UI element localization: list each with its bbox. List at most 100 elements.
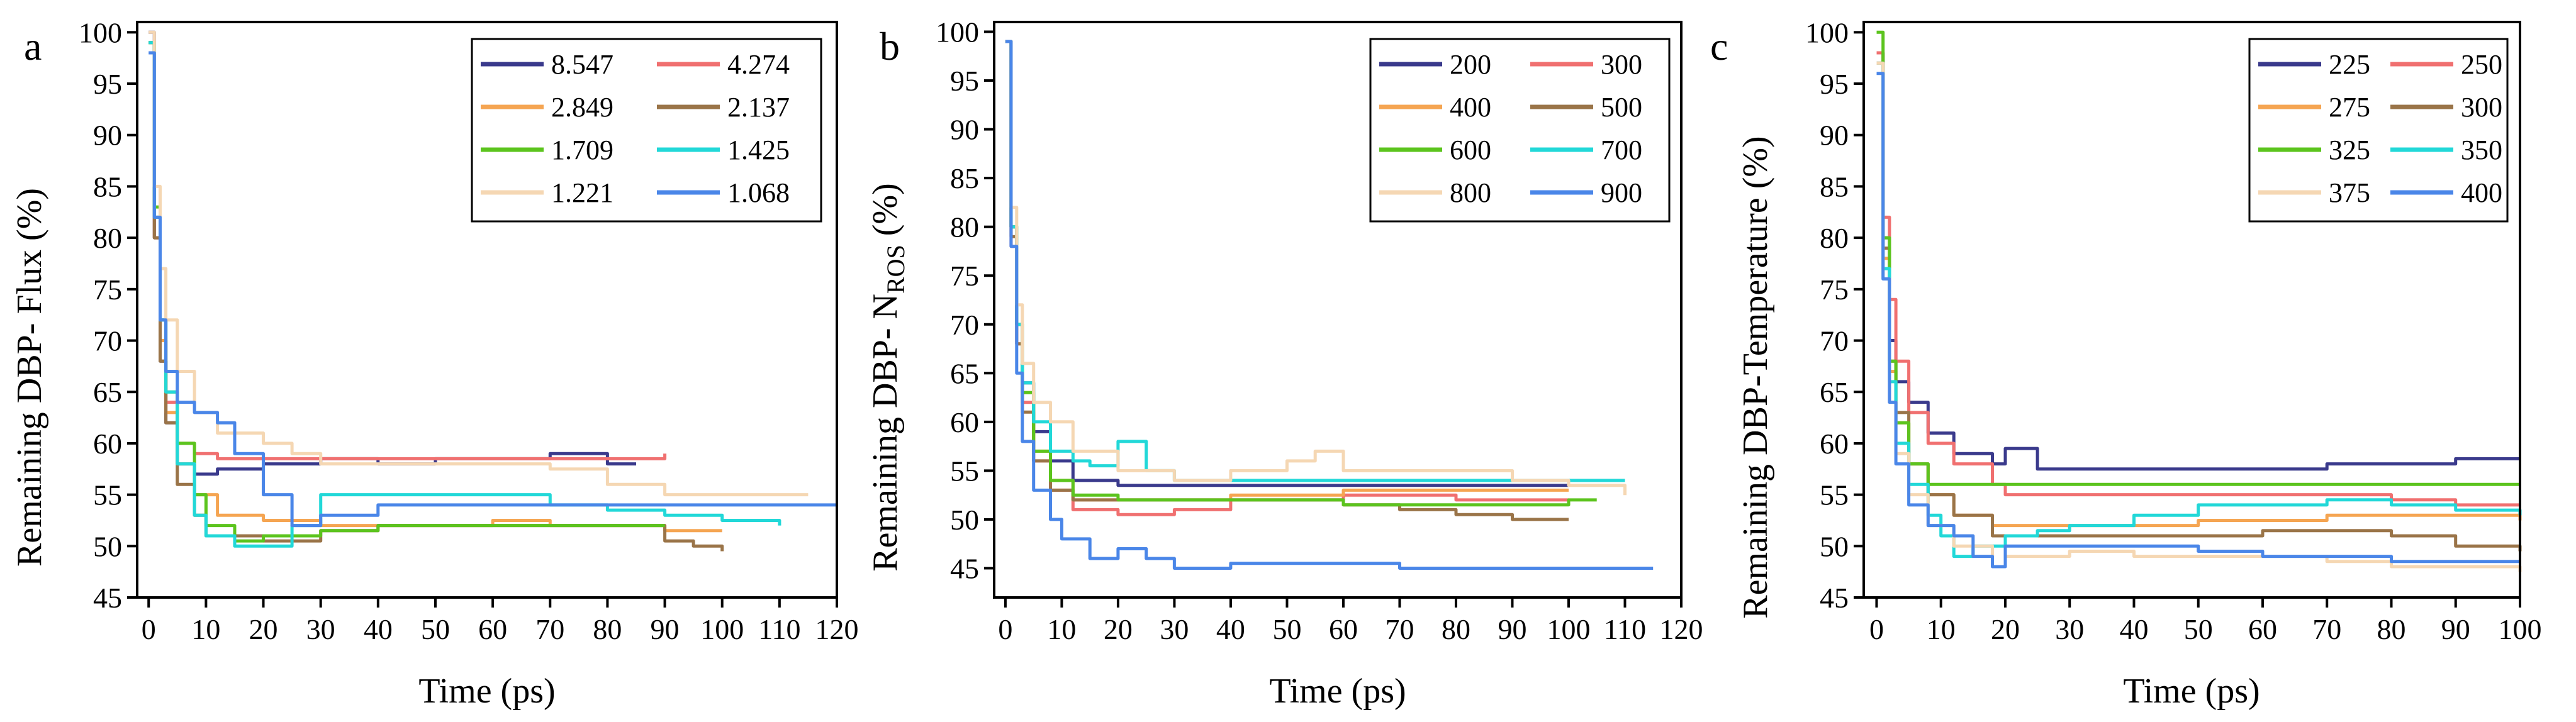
x-tick-label: 80 — [2377, 613, 2405, 645]
legend-label-275: 275 — [2329, 92, 2370, 123]
y-tick-label: 95 — [1820, 68, 1849, 100]
legend-label-4.274: 4.274 — [727, 49, 790, 80]
x-tick-label: 20 — [1104, 613, 1133, 645]
legend-label-325: 325 — [2329, 135, 2370, 165]
x-tick-label: 40 — [2119, 613, 2148, 645]
x-tick-label: 10 — [191, 613, 220, 645]
plot-frame — [1862, 21, 2521, 599]
x-tick-label: 100 — [700, 613, 744, 645]
legend-label-300: 300 — [1601, 49, 1642, 80]
x-tick-label: 60 — [2248, 613, 2277, 645]
legend-label-400: 400 — [1450, 92, 1491, 123]
x-tick-label: 20 — [1991, 613, 2020, 645]
y-tick-label: 50 — [93, 530, 122, 562]
x-tick-label: 110 — [1604, 613, 1646, 645]
y-tick-label: 70 — [950, 309, 979, 341]
x-tick-label: 90 — [651, 613, 680, 645]
plot-frame — [136, 21, 838, 599]
y-tick-label: 65 — [1820, 376, 1849, 408]
series-line-1.068 — [148, 51, 837, 528]
y-tick-label: 45 — [1820, 582, 1849, 614]
x-tick-label: 100 — [1547, 613, 1590, 645]
legend-label-225: 225 — [2329, 49, 2370, 80]
y-tick-label: 50 — [950, 504, 979, 536]
legend-label-900: 900 — [1601, 177, 1642, 208]
y-tick-label: 75 — [1820, 274, 1849, 306]
y-tick-label: 70 — [1820, 325, 1849, 357]
x-tick-label: 10 — [1927, 613, 1956, 645]
x-axis-title-a: Time (ps) — [418, 672, 555, 711]
y-tick-label: 85 — [1820, 170, 1849, 203]
legend-label-2.849: 2.849 — [551, 92, 613, 123]
y-tick-label: 95 — [950, 65, 979, 97]
chart-panel-b: b Remaining DBP- NROS (%) Time (ps) 0 10 2… — [866, 16, 1703, 711]
x-tick-label: 40 — [364, 613, 393, 645]
x-tick-label: 0 — [1869, 613, 1884, 645]
y-tick-label: 80 — [950, 211, 979, 243]
y-axis-title-c: Remaining DBP-Temperature (%) — [1736, 136, 1775, 618]
series-line-900 — [1005, 40, 1654, 570]
series-line-800 — [1005, 40, 1627, 496]
legend-label-400: 400 — [2461, 177, 2502, 208]
x-tick-label: 80 — [1442, 613, 1470, 645]
y-axis-title-b: Remaining DBP- NROS (%) — [866, 183, 910, 572]
x-tick-label: 60 — [478, 613, 507, 645]
y-tick-label: 65 — [950, 357, 979, 389]
legend-label-8.547: 8.547 — [551, 49, 613, 80]
x-tick-label: 40 — [1216, 613, 1245, 645]
x-tick-label: 120 — [815, 613, 859, 645]
legend-label-250: 250 — [2461, 49, 2502, 80]
y-tick-label: 75 — [93, 274, 122, 306]
x-tick-label: 60 — [1329, 613, 1358, 645]
x-tick-label: 50 — [2184, 613, 2213, 645]
y-tick-label: 60 — [93, 428, 122, 460]
y-tick-label: 85 — [950, 162, 979, 194]
legend-label-375: 375 — [2329, 177, 2370, 208]
legend: 8.547 4.274 2.849 2.137 1.709 1.425 1.221 1.068 — [471, 38, 822, 223]
y-tick-label: 100 — [79, 16, 122, 48]
y-tick-label: 90 — [950, 114, 979, 146]
y-tick-label: 90 — [93, 119, 122, 152]
y-tick-label: 50 — [1820, 530, 1849, 562]
x-axis-title-b: Time (ps) — [1269, 672, 1406, 711]
y-tick-label: 45 — [950, 552, 979, 584]
plot-frame — [993, 21, 1683, 599]
panel-label-a: a — [24, 24, 42, 69]
y-axis-title-a: Remaining DBP- Flux (%) — [10, 188, 49, 567]
x-tick-label: 70 — [535, 613, 564, 645]
legend: 225 250 275 300 325 350 375 400 — [2248, 38, 2509, 223]
y-tick-label: 80 — [93, 222, 122, 254]
legend-label-1.425: 1.425 — [727, 135, 790, 165]
x-tick-label: 50 — [421, 613, 450, 645]
y-tick-label: 95 — [93, 68, 122, 100]
x-tick-label: 10 — [1047, 613, 1076, 645]
panel-label-b: b — [880, 24, 900, 69]
chart-panel-a: a Remaining DBP- Flux (%) Time (ps) 0 10 2… — [10, 16, 859, 711]
y-tick-label: 80 — [1820, 222, 1849, 254]
x-tick-label: 0 — [998, 613, 1012, 645]
y-tick-label: 55 — [93, 479, 122, 511]
chart-panel-c: c Remaining DBP-Temperature (%) Time (ps… — [1710, 16, 2542, 711]
x-tick-label: 30 — [306, 613, 335, 645]
legend-label-1.068: 1.068 — [727, 177, 790, 208]
y-tick-label: 65 — [93, 376, 122, 408]
y-tick-label: 55 — [1820, 479, 1849, 511]
legend-label-500: 500 — [1601, 92, 1642, 123]
y-tick-label: 75 — [950, 260, 979, 292]
x-tick-label: 50 — [1272, 613, 1301, 645]
series-line-1.221 — [148, 30, 809, 497]
y-tick-label: 85 — [93, 170, 122, 203]
y-tick-label: 100 — [1805, 16, 1849, 48]
x-tick-label: 90 — [1498, 613, 1526, 645]
x-tick-label: 100 — [2499, 613, 2542, 645]
series-line-700 — [1005, 40, 1625, 482]
x-tick-label: 0 — [142, 613, 156, 645]
x-tick-label: 70 — [1385, 613, 1414, 645]
x-tick-label: 30 — [1160, 613, 1189, 645]
legend-label-1.709: 1.709 — [551, 135, 613, 165]
legend-label-1.221: 1.221 — [551, 177, 613, 208]
x-tick-label: 80 — [593, 613, 622, 645]
legend-label-200: 200 — [1450, 49, 1491, 80]
legend-label-800: 800 — [1450, 177, 1491, 208]
